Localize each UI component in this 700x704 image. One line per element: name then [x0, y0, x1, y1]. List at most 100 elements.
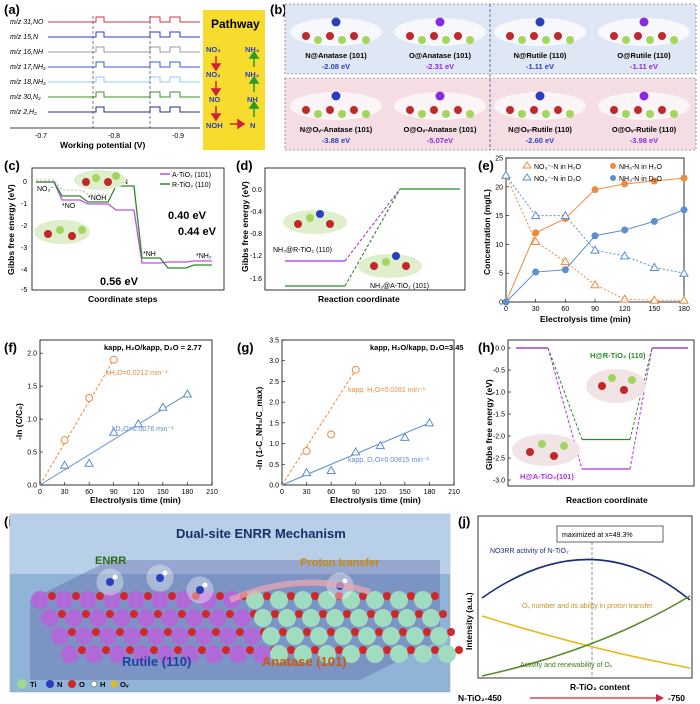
f-ticks-yl-4: 2.0: [27, 351, 37, 358]
g-series-pt-0-2: [351, 365, 360, 374]
pathway-right-2: NH: [247, 95, 258, 104]
e-pt-2-1: [530, 210, 541, 220]
c-ytick-2: -2: [21, 223, 27, 230]
ms-trace-3: [48, 61, 200, 68]
i-anatase-o-23: [311, 592, 319, 600]
struct-atom-3-0: [610, 32, 618, 40]
i-rutile-o-5: [96, 592, 104, 600]
i-anatase-o-29: [383, 592, 391, 600]
struct-energy-0: -2.08 eV: [322, 62, 350, 71]
i-enrr: ENRR: [95, 555, 126, 567]
j-curve-activity: [481, 595, 691, 677]
c-ytick-4: -4: [21, 267, 27, 274]
c-ylabel: Gibbs free energy (eV): [6, 184, 16, 275]
i-anatase-o-121: [287, 646, 295, 654]
struct-atom-7-5: [670, 110, 678, 118]
i-anatase-ti-86: [262, 627, 280, 645]
i-anatase-o-133: [431, 646, 439, 654]
g-series-pt-1-1: [326, 465, 337, 474]
i-rutile-ti-108: [133, 645, 151, 663]
g-ticks-xl-7: 210: [448, 489, 460, 496]
i-rutile-ti-72: [99, 627, 117, 645]
i-rutile-o-1: [48, 592, 56, 600]
struct-energy-6: -2.60 eV: [526, 136, 554, 145]
i-rutile-ti-50: [233, 609, 251, 627]
struct-atom-7-2: [634, 106, 642, 114]
panel-j: (j) Intensity (a.u.) maximized at x=49.3…: [458, 514, 693, 703]
e-ticks-xl-5: 150: [648, 306, 660, 313]
e-ticks-yl-1: 5: [499, 271, 503, 278]
struct-atom-6-2: [530, 106, 538, 114]
struct-adsorbate-3: [639, 17, 649, 27]
i-anatase-o-95: [375, 628, 383, 636]
i-rutile-ti-80: [195, 627, 213, 645]
pathway-left-1: NO₂: [206, 70, 221, 79]
e-pt-2-0: [501, 170, 511, 179]
struct-energy-7: -3.98 eV: [630, 136, 658, 145]
e-pt-2-4: [619, 250, 630, 260]
struct-name-3: O@Rutile (110): [617, 51, 671, 60]
struct-atom-4-1: [314, 110, 322, 118]
i-proton: Proton transfer: [300, 557, 380, 569]
struct-bg-1: [394, 18, 486, 46]
ms-trace-5: [48, 91, 200, 98]
struct-atom-5-4: [454, 106, 462, 114]
g-ticks-yl-6: 3.0: [269, 358, 279, 365]
f-ticks-yl-2: 1.0: [27, 417, 37, 424]
d-xlabel: Reaction coordinate: [318, 294, 400, 304]
i-anatase-o-61: [367, 610, 375, 618]
panel-g: (g) -ln (1-C_NH₃/C_max) 0 30 60 90 120 150 180…: [237, 338, 464, 506]
f-series-pt-1-4: [157, 402, 168, 411]
i-rutile-ti-40: [113, 609, 131, 627]
e-ticks-xl-0: 0: [504, 306, 508, 313]
pathway-left-0: NO₃: [206, 45, 221, 54]
i-rutile-o-107: [126, 646, 134, 654]
i-anatase-o-97: [399, 628, 407, 636]
panel-e: (e) Concentration (mg/L) 0 30 60 90 120 150 18…: [478, 156, 690, 325]
i-h-3: [342, 578, 348, 584]
struct-atom-7-4: [658, 106, 666, 114]
e-pt-0-6: [679, 295, 689, 304]
i-anatase-ti-32: [414, 591, 432, 609]
h-up-1: [629, 347, 653, 470]
struct-atom-6-3: [542, 110, 550, 118]
i-anatase-ti-52: [254, 609, 272, 627]
g-ticks-xl-4: 120: [374, 489, 386, 496]
ms-label-0: m/z 31,NO: [10, 19, 44, 26]
c-xlabel: Coordinate steps: [88, 294, 158, 304]
struct-atom-3-5: [670, 36, 678, 44]
panel-b-label: (b): [270, 2, 287, 17]
i-anatase-o-27: [359, 592, 367, 600]
i-rutile-ti-0: [31, 591, 49, 609]
struct-bg-6: [494, 92, 586, 120]
i-anatase-o-101: [447, 628, 455, 636]
ms-trace-2: [48, 46, 200, 53]
pathway-right-0: NH₃: [245, 45, 260, 54]
i-rutile-ti-82: [219, 627, 237, 645]
panel-b: (b) N@Anatase (101) -2.08 eV O@Anatase (10…: [270, 2, 697, 151]
e-legend-1: NH₃-N in H₂O: [619, 164, 662, 171]
i-anatase-ti-24: [318, 591, 336, 609]
panel-h: (h) Gibbs free energy (eV) 0.0 -0.5 -1.0 -1…: [478, 339, 695, 505]
i-anatase-ti-18: [246, 591, 264, 609]
c-ytick-1: -1: [21, 201, 27, 208]
i-anatase-o-33: [431, 592, 439, 600]
c-step-4: *NH: [143, 251, 156, 258]
i-anatase-o-135: [455, 646, 463, 654]
struct-atom-3-3: [646, 36, 654, 44]
f-ticks-xl-7: 210: [206, 489, 218, 496]
i-anatase-ti-132: [414, 645, 432, 663]
i-anatase-ti-60: [350, 609, 368, 627]
struct-bg-0: [290, 18, 382, 46]
struct-atom-3-4: [658, 32, 666, 40]
h-annot-a: H@A-TiO₂(101): [520, 472, 574, 481]
c-ytick-3: -3: [21, 245, 27, 252]
g-ticks-yl-5: 2.5: [269, 379, 279, 386]
struct-atom-5-2: [430, 106, 438, 114]
i-rutile-ti-112: [181, 645, 199, 663]
i-anatase-o-125: [335, 646, 343, 654]
j-ylabel: Intensity (a.u.): [464, 592, 474, 650]
i-rutile-o-49: [226, 610, 234, 618]
i-rutile-o-73: [116, 628, 124, 636]
i-anatase-o-67: [439, 610, 447, 618]
